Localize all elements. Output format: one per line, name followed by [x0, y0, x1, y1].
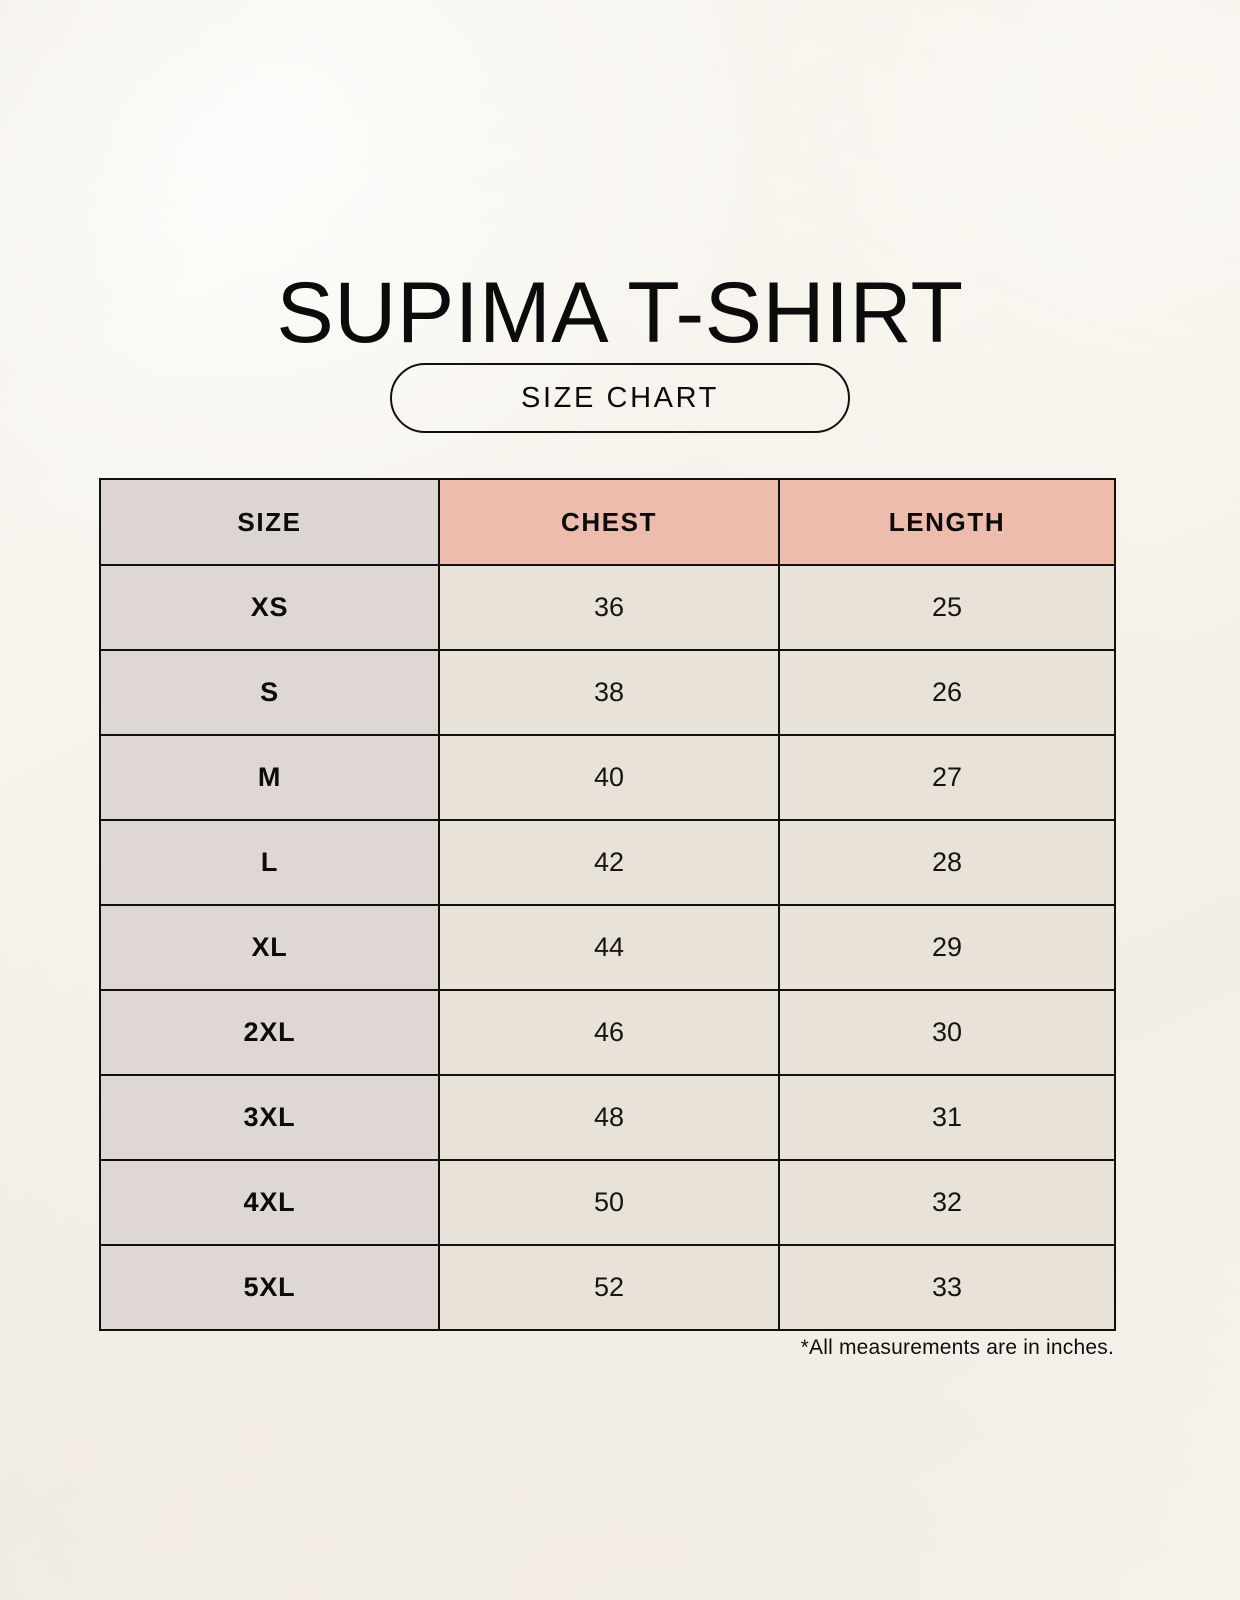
cell-length: 30 — [778, 989, 1116, 1076]
table-row: 4XL 50 32 — [99, 1159, 1116, 1246]
cell-chest: 36 — [438, 564, 780, 651]
cell-chest: 48 — [438, 1074, 780, 1161]
cell-length: 29 — [778, 904, 1116, 991]
table-row: 3XL 48 31 — [99, 1074, 1116, 1161]
cell-length: 32 — [778, 1159, 1116, 1246]
cell-length: 31 — [778, 1074, 1116, 1161]
table-row: L 42 28 — [99, 819, 1116, 906]
cell-chest: 50 — [438, 1159, 780, 1246]
size-table-body: XS 36 25 S 38 26 M 40 27 L 42 28 — [99, 564, 1116, 1331]
table-row: XS 36 25 — [99, 564, 1116, 651]
cell-size: 4XL — [99, 1159, 440, 1246]
cell-size: M — [99, 734, 440, 821]
page-title: SUPIMA T-SHIRT — [276, 264, 964, 361]
cell-chest: 40 — [438, 734, 780, 821]
cell-size: S — [99, 649, 440, 736]
cell-chest: 44 — [438, 904, 780, 991]
cell-size: L — [99, 819, 440, 906]
cell-size: 3XL — [99, 1074, 440, 1161]
cell-length: 28 — [778, 819, 1116, 906]
column-header-length: LENGTH — [778, 478, 1116, 566]
measurements-footnote: *All measurements are in inches. — [800, 1336, 1114, 1359]
cell-chest: 52 — [438, 1244, 780, 1331]
table-row: 5XL 52 33 — [99, 1244, 1116, 1331]
table-row: M 40 27 — [99, 734, 1116, 821]
size-chart-badge-label: SIZE CHART — [521, 381, 719, 414]
cell-length: 26 — [778, 649, 1116, 736]
size-table: SIZE CHEST LENGTH XS 36 25 S 38 26 M — [99, 478, 1116, 1331]
cell-chest: 46 — [438, 989, 780, 1076]
table-row: S 38 26 — [99, 649, 1116, 736]
size-table-header: SIZE CHEST LENGTH — [99, 478, 1116, 566]
cell-length: 33 — [778, 1244, 1116, 1331]
size-chart-badge: SIZE CHART — [390, 363, 850, 433]
cell-length: 27 — [778, 734, 1116, 821]
table-header-row: SIZE CHEST LENGTH — [99, 478, 1116, 566]
column-header-size: SIZE — [99, 478, 440, 566]
cell-chest: 42 — [438, 819, 780, 906]
cell-size: 5XL — [99, 1244, 440, 1331]
table-row: XL 44 29 — [99, 904, 1116, 991]
column-header-chest: CHEST — [438, 478, 780, 566]
size-table-container: SIZE CHEST LENGTH XS 36 25 S 38 26 M — [99, 478, 1116, 1331]
cell-size: XL — [99, 904, 440, 991]
cell-size: 2XL — [99, 989, 440, 1076]
table-row: 2XL 46 30 — [99, 989, 1116, 1076]
cell-chest: 38 — [438, 649, 780, 736]
cell-length: 25 — [778, 564, 1116, 651]
cell-size: XS — [99, 564, 440, 651]
